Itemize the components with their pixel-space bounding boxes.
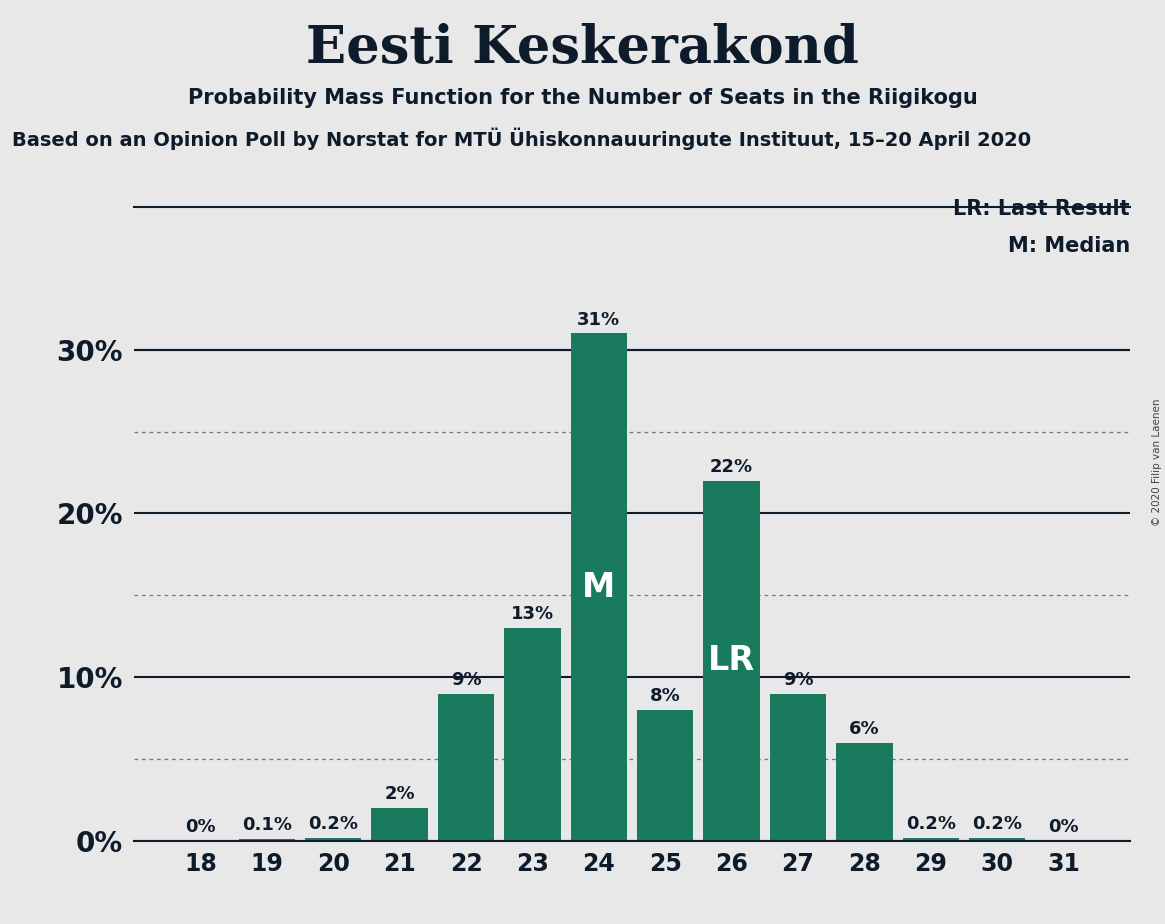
Text: 6%: 6%: [849, 720, 880, 737]
Bar: [836, 743, 892, 841]
Text: M: M: [582, 571, 615, 603]
Bar: [305, 837, 361, 841]
Bar: [571, 334, 627, 841]
Text: 2%: 2%: [384, 785, 415, 803]
Text: 22%: 22%: [709, 457, 754, 476]
Text: Eesti Keskerakond: Eesti Keskerakond: [306, 23, 859, 74]
Text: © 2020 Filip van Laenen: © 2020 Filip van Laenen: [1152, 398, 1162, 526]
Text: Based on an Opinion Poll by Norstat for MTÜ Ühiskonnauuringute Instituut, 15–20 : Based on an Opinion Poll by Norstat for …: [12, 128, 1031, 150]
Text: 0.2%: 0.2%: [973, 815, 1022, 833]
Bar: [504, 628, 560, 841]
Text: 0.1%: 0.1%: [242, 816, 291, 834]
Bar: [239, 839, 295, 841]
Text: 8%: 8%: [650, 687, 680, 705]
Bar: [770, 694, 826, 841]
Text: 0%: 0%: [1048, 818, 1079, 836]
Text: 0%: 0%: [185, 818, 216, 836]
Bar: [438, 694, 494, 841]
Bar: [372, 808, 428, 841]
Text: LR: LR: [708, 644, 755, 677]
Text: 13%: 13%: [510, 605, 555, 623]
Text: 0.2%: 0.2%: [906, 815, 955, 833]
Text: 31%: 31%: [577, 310, 621, 329]
Text: 0.2%: 0.2%: [309, 815, 358, 833]
Bar: [704, 480, 760, 841]
Text: M: Median: M: Median: [1008, 237, 1130, 257]
Text: 9%: 9%: [783, 671, 813, 688]
Bar: [637, 710, 693, 841]
Text: LR: Last Result: LR: Last Result: [953, 200, 1130, 219]
Text: 9%: 9%: [451, 671, 481, 688]
Text: Probability Mass Function for the Number of Seats in the Riigikogu: Probability Mass Function for the Number…: [188, 88, 977, 108]
Bar: [903, 837, 959, 841]
Bar: [969, 837, 1025, 841]
